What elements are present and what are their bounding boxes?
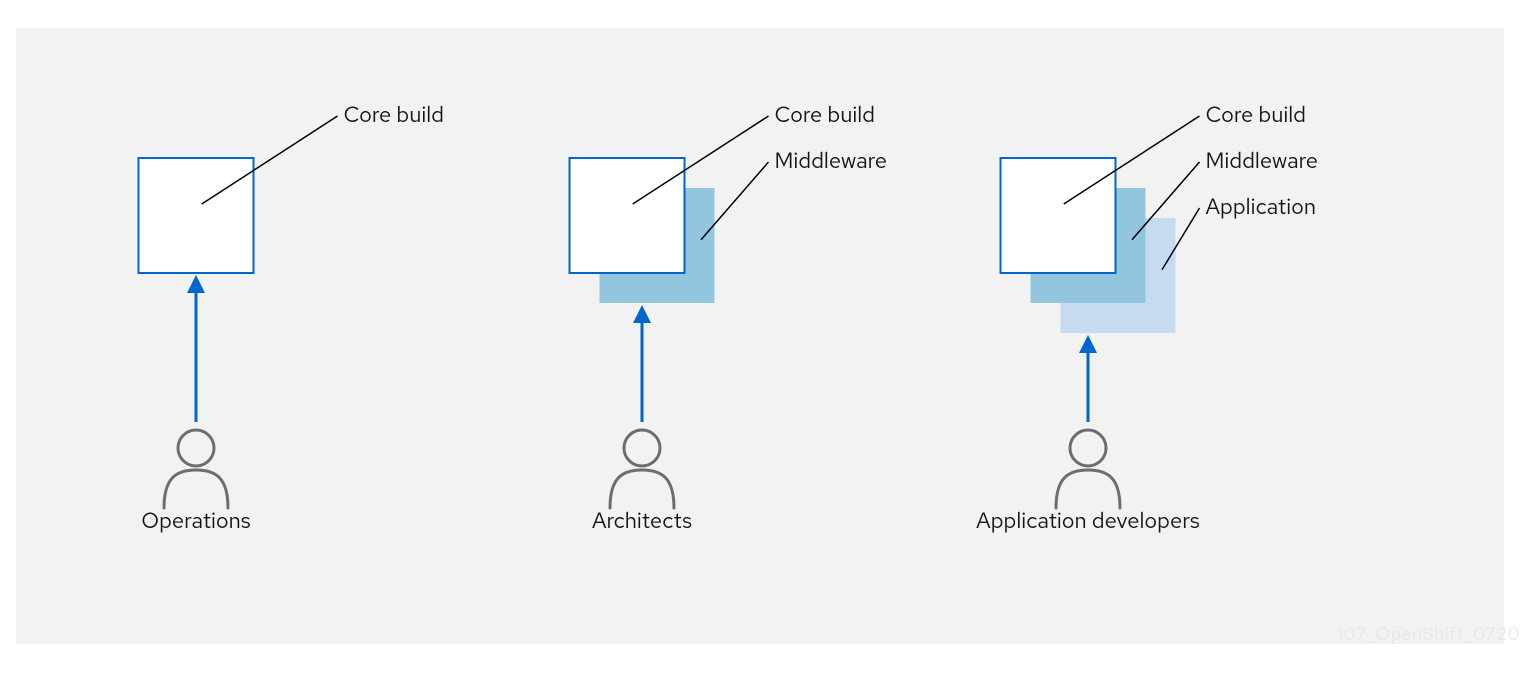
role-label-architects: Architects — [592, 506, 692, 535]
person-icon — [1056, 430, 1120, 508]
callout-label-middleware: Middleware — [775, 146, 888, 175]
person-icon — [610, 430, 674, 508]
layer-box-core — [139, 158, 254, 273]
callout-label-application: Application — [1206, 192, 1317, 221]
diagram-svg: Core build Operations Core build Middleware… — [0, 0, 1520, 690]
callout-label-middleware: Middleware — [1206, 146, 1319, 175]
layer-box-core — [1001, 158, 1116, 273]
role-label-operations: Operations — [141, 506, 251, 535]
callout-label-core: Core build — [775, 100, 875, 129]
diagram-canvas: Core build Operations Core build Middleware… — [0, 0, 1520, 690]
callout-label-core: Core build — [344, 100, 444, 129]
person-icon — [164, 430, 228, 508]
role-label-appdev: Application developers — [976, 506, 1200, 535]
callout-label-core: Core build — [1206, 100, 1306, 129]
watermark: 107_OpenShift_0720 — [1338, 623, 1520, 646]
layer-box-core — [570, 158, 685, 273]
